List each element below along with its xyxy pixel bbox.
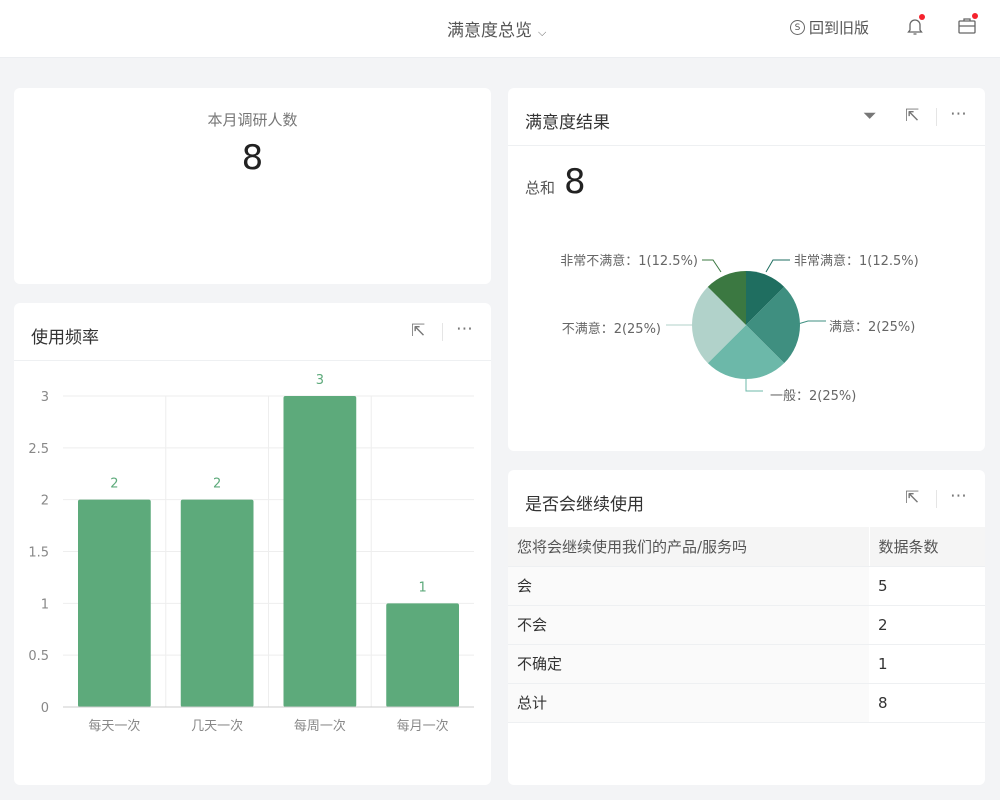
bar[interactable] <box>283 396 357 707</box>
row-value: 1 <box>869 644 985 684</box>
leader-line <box>702 259 722 273</box>
column-header: 数据条数 <box>869 527 985 567</box>
bar-value-label: 1 <box>418 580 426 595</box>
x-tick-label: 每月一次 <box>397 718 449 734</box>
row-label: 会 <box>508 566 869 606</box>
y-tick-label: 0 <box>41 701 49 716</box>
bar[interactable] <box>386 603 459 707</box>
pie-label: 不满意：2(25%) <box>562 321 661 337</box>
card-title: 满意度结果 <box>525 113 610 133</box>
pie-label: 满意：2(25%) <box>829 319 915 335</box>
old-version-button[interactable]: S 回到旧版 <box>790 17 869 38</box>
row-value: 8 <box>869 683 985 723</box>
frequency-bar-chart: 0 0.5 1 1.5 2 2.5 3 2 每天一次 2 几天一次 3 每周一次 1 每月一次 <box>28 373 474 734</box>
pie-slice[interactable] <box>746 286 800 364</box>
pie-label: 一般：2(25%) <box>770 388 856 404</box>
row-label: 总计 <box>508 683 869 723</box>
y-tick-label: 2 <box>41 494 49 509</box>
filter-icon[interactable]: ⏷ <box>863 106 877 126</box>
pie-slice[interactable] <box>707 271 746 325</box>
expand-icon[interactable]: ⇱ <box>411 321 426 341</box>
pie-slice[interactable] <box>707 325 785 380</box>
bar[interactable] <box>180 499 254 707</box>
notification-bell-icon[interactable] <box>906 14 925 36</box>
row-value: 5 <box>869 566 985 606</box>
dashboard-title-dropdown[interactable]: 满意度总览 ⌵ <box>447 16 546 41</box>
monthly-count-card: 本月调研人数 8 <box>14 88 491 284</box>
pie-slice[interactable] <box>692 286 746 364</box>
y-tick-label: 1.5 <box>28 546 49 561</box>
x-tick-label: 几天一次 <box>191 718 243 734</box>
monthly-count-value: 8 <box>241 138 264 178</box>
expand-icon[interactable]: ⇱ <box>905 106 920 126</box>
table-header: 您将会继续使用我们的产品/服务吗 数据条数 <box>508 527 985 567</box>
top-bar: 满意度总览 ⌵ S 回到旧版 <box>0 0 1000 58</box>
pie-label: 非常不满意：1(12.5%) <box>560 253 698 269</box>
y-tick-label: 3 <box>41 390 49 405</box>
more-icon[interactable]: ⋯ <box>950 486 967 506</box>
pie-label: 非常满意：1(12.5%) <box>794 253 919 269</box>
card-title: 是否会继续使用 <box>525 495 644 515</box>
bar-value-label: 3 <box>316 373 324 388</box>
row-value: 2 <box>869 605 985 645</box>
card-title: 使用频率 <box>31 328 99 348</box>
x-tick-label: 每天一次 <box>88 718 140 734</box>
old-version-label: 回到旧版 <box>809 19 870 37</box>
bar-value-label: 2 <box>213 477 221 492</box>
expand-icon[interactable]: ⇱ <box>905 488 920 508</box>
briefcase-dot <box>972 13 978 19</box>
table-row: 不会 2 <box>508 605 985 645</box>
more-icon[interactable]: ⋯ <box>456 319 473 339</box>
leader-line <box>797 320 826 325</box>
switch-icon: S <box>790 20 805 35</box>
total-value: 8 <box>564 162 586 202</box>
y-tick-label: 0.5 <box>28 649 49 664</box>
bar[interactable] <box>78 499 151 707</box>
bar-value-label: 2 <box>110 477 118 492</box>
row-label: 不确定 <box>508 644 869 684</box>
x-tick-label: 每周一次 <box>294 718 346 734</box>
more-icon[interactable]: ⋯ <box>950 104 967 124</box>
briefcase-icon[interactable] <box>957 13 978 36</box>
pie-slice[interactable] <box>746 271 785 325</box>
chevron-down-icon: ⌵ <box>538 26 547 39</box>
table-row: 不确定 1 <box>508 644 985 684</box>
frequency-card: 使用频率 ⇱ ⋯ 0 0.5 1 1.5 2 2.5 3 2 每天一次 2 几天一次 3 每周一次 1 每月… <box>14 303 491 785</box>
total-label: 总和 <box>525 179 556 197</box>
leader-line <box>765 259 790 273</box>
row-label: 不会 <box>508 605 869 645</box>
column-header: 您将会继续使用我们的产品/服务吗 <box>508 527 870 567</box>
y-tick-label: 2.5 <box>28 442 49 457</box>
dashboard-title: 满意度总览 <box>447 21 532 41</box>
leader-line <box>745 379 763 392</box>
y-tick-label: 1 <box>41 597 49 612</box>
monthly-count-label: 本月调研人数 <box>207 111 298 129</box>
table-row: 总计 8 <box>508 683 985 723</box>
notification-dot <box>919 14 925 20</box>
satisfaction-card: 满意度结果 ⏷ ⇱ ⋯ 总和 8 非常满意：1(12.5%) 满意：2(25%) 一… <box>508 88 985 451</box>
satisfaction-pie-chart: 非常满意：1(12.5%) 满意：2(25%) 一般：2(25%) 不满意：2(25%… <box>560 253 919 404</box>
